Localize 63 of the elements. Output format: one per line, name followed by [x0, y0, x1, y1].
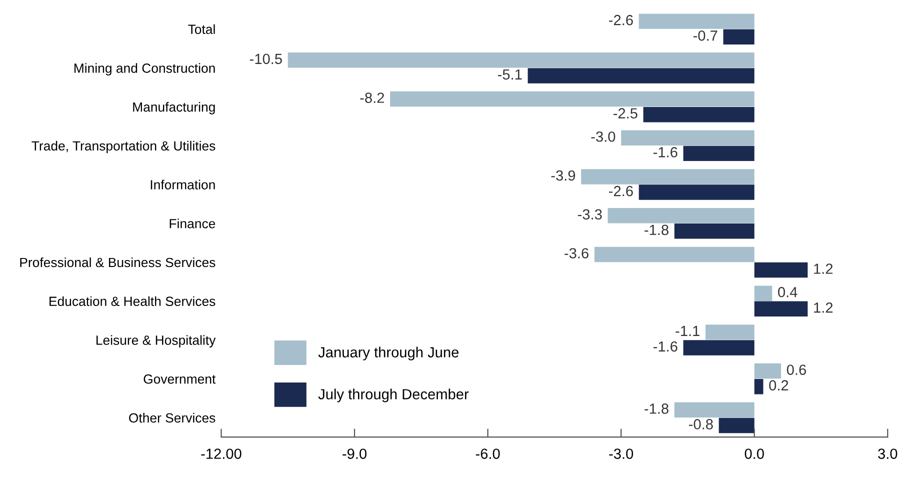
data-label: -0.7: [693, 30, 718, 41]
bar: [683, 340, 754, 356]
bar: [723, 29, 754, 44]
data-label: 0.6: [786, 364, 806, 375]
bar: [674, 224, 754, 239]
bar: [288, 52, 754, 68]
bar: [638, 184, 754, 200]
legend-label: July through December: [318, 388, 469, 402]
data-label: -1.6: [653, 147, 678, 158]
data-label: -8.2: [360, 92, 384, 103]
data-label: -2.6: [609, 14, 633, 26]
x-tick-label: -9.0: [342, 448, 367, 459]
x-tick-label: -3.0: [609, 448, 634, 459]
y-tick-label: Finance: [170, 218, 216, 228]
bar: [754, 301, 808, 316]
data-label: -0.8: [689, 419, 713, 430]
data-label: -5.1: [498, 69, 522, 80]
x-tick-label: 3.0: [878, 448, 898, 459]
y-tick-label: Mining and Construction: [74, 63, 215, 76]
bar: [390, 91, 754, 107]
y-tick-label: Government: [144, 374, 216, 384]
data-label: 0.2: [769, 380, 788, 391]
bar: [754, 262, 808, 278]
data-label: 1.2: [814, 302, 833, 313]
bar: [754, 378, 764, 394]
data-label: -1.1: [676, 326, 700, 336]
y-tick-label: Professional & Business Services: [20, 257, 216, 268]
y-tick-label: Total: [188, 24, 215, 34]
x-tick-label: -6.0: [476, 448, 500, 459]
data-label: 0.4: [778, 286, 798, 298]
data-label: -2.6: [609, 186, 633, 196]
y-tick-label: Trade, Transportation & Utilities: [32, 140, 216, 154]
bar: [638, 14, 754, 29]
data-label: -10.5: [250, 54, 282, 64]
bar: [754, 363, 782, 379]
data-label: -3.0: [591, 131, 616, 142]
bar: [643, 106, 754, 122]
data-label: -3.6: [564, 248, 588, 258]
bar: [718, 418, 754, 434]
data-label: -3.3: [578, 209, 602, 220]
bar: [754, 286, 772, 301]
bar: [581, 169, 754, 184]
x-tick-label: -12.00: [201, 448, 242, 459]
bar: [608, 208, 754, 224]
legend-label: January through June: [318, 346, 459, 360]
bar: [528, 68, 754, 84]
y-tick-label: Leisure & Hospitality: [96, 335, 216, 348]
y-tick-label: Education & Health Services: [50, 296, 216, 306]
bar: [683, 146, 754, 162]
data-label: -1.8: [644, 404, 668, 414]
bar: [674, 402, 754, 418]
data-label: -1.6: [653, 341, 678, 352]
x-tick-label: 0.0: [744, 448, 764, 459]
data-label: -1.8: [644, 224, 668, 236]
data-label: 1.2: [814, 264, 833, 274]
y-tick-label: Information: [150, 180, 215, 190]
y-tick-label: Manufacturing: [133, 102, 215, 114]
data-label: -2.5: [613, 108, 638, 118]
y-tick-label: Other Services: [129, 412, 216, 423]
bar: [594, 246, 754, 262]
data-label: -3.9: [551, 170, 576, 181]
bar: [621, 130, 754, 146]
bar: [705, 324, 754, 340]
